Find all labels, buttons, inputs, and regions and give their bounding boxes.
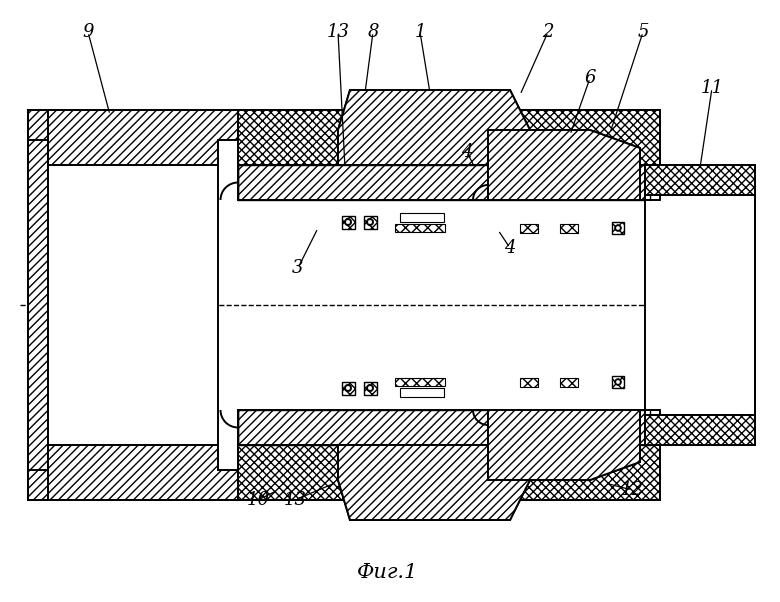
Polygon shape [488,130,640,200]
Polygon shape [612,222,624,234]
Polygon shape [363,216,377,229]
Polygon shape [238,410,660,500]
Circle shape [367,219,374,226]
Text: 6: 6 [584,69,596,87]
Polygon shape [238,410,650,445]
Polygon shape [612,376,624,388]
Polygon shape [395,224,445,232]
Text: 2: 2 [542,23,554,41]
Circle shape [346,386,349,390]
Circle shape [615,225,622,231]
Polygon shape [238,165,650,200]
Polygon shape [488,410,640,480]
Text: 11: 11 [700,79,724,97]
Text: 13: 13 [283,491,307,509]
Polygon shape [342,382,354,394]
Text: 4: 4 [504,239,516,257]
Text: 1: 1 [414,23,426,41]
Circle shape [368,386,372,390]
Circle shape [344,219,352,226]
Polygon shape [342,216,354,229]
Polygon shape [48,165,218,445]
Polygon shape [645,165,755,195]
Circle shape [616,226,619,230]
Text: 10: 10 [246,491,270,509]
Text: 8: 8 [367,23,379,41]
Polygon shape [395,378,445,386]
Text: 12: 12 [621,481,643,499]
Polygon shape [560,223,578,232]
Polygon shape [520,377,538,386]
Circle shape [368,220,372,224]
Polygon shape [28,445,238,500]
Polygon shape [400,213,444,222]
Text: 13: 13 [327,23,349,41]
Polygon shape [28,110,48,500]
Polygon shape [28,110,238,165]
Circle shape [616,380,619,383]
Circle shape [367,384,374,392]
Circle shape [615,379,622,385]
Polygon shape [238,110,660,200]
Text: 5: 5 [637,23,649,41]
Polygon shape [363,382,377,394]
Circle shape [346,220,349,224]
Text: 3: 3 [292,259,303,277]
Text: Фиг.1: Фиг.1 [357,562,419,582]
Polygon shape [520,223,538,232]
Text: 9: 9 [82,23,94,41]
Polygon shape [338,445,530,520]
Polygon shape [645,415,755,445]
Text: 4: 4 [461,143,473,161]
Circle shape [344,384,352,392]
Polygon shape [560,377,578,386]
Polygon shape [338,90,530,165]
Polygon shape [400,388,444,397]
Polygon shape [645,195,755,415]
